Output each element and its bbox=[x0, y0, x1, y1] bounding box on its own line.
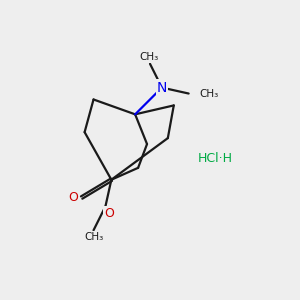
Text: O: O bbox=[68, 191, 78, 204]
Text: CH₃: CH₃ bbox=[139, 52, 158, 62]
Text: O: O bbox=[104, 206, 114, 220]
Text: N: N bbox=[157, 81, 167, 94]
Text: CH₃: CH₃ bbox=[84, 232, 103, 242]
Text: CH₃: CH₃ bbox=[199, 88, 218, 98]
Text: HCl·H: HCl·H bbox=[198, 152, 233, 165]
